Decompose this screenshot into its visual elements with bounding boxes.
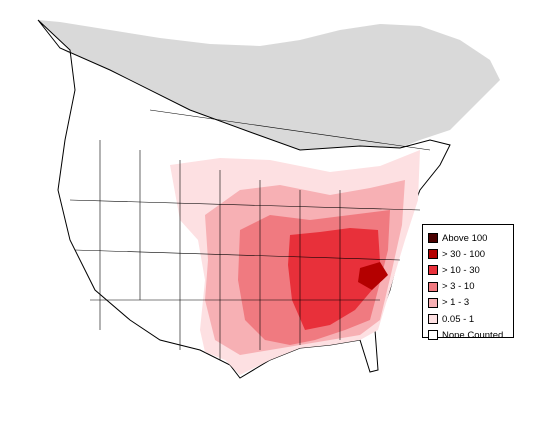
legend-label: > 10 - 30 [442, 264, 480, 276]
legend-swatch [428, 314, 438, 325]
range-hotspot [358, 262, 388, 290]
legend-swatch [428, 281, 438, 292]
state-boundaries [69, 109, 431, 360]
legend-label: Above 100 [442, 232, 488, 244]
legend-label: > 1 - 3 [442, 297, 470, 309]
legend-swatch [428, 297, 438, 308]
legend-row-1-3: > 1 - 3 [428, 295, 513, 311]
legend: Above 100 > 30 - 100 > 10 - 30 > 3 - 10 … [422, 224, 514, 341]
legend-row-above-100: Above 100 [428, 230, 513, 246]
legend-row-30-100: > 30 - 100 [428, 246, 513, 262]
legend-swatch [428, 265, 438, 276]
legend-label: None Counted [442, 329, 504, 341]
legend-row-none-counted: None Counted [428, 327, 513, 343]
legend-label: > 30 - 100 [442, 248, 486, 260]
legend-swatch [428, 233, 438, 244]
legend-swatch [428, 249, 438, 260]
northern-gray-region [38, 20, 500, 150]
range-dense [288, 228, 380, 330]
legend-row-0.05-1: 0.05 - 1 [428, 311, 513, 327]
legend-label: > 3 - 10 [442, 281, 475, 293]
legend-swatch [428, 330, 438, 341]
legend-row-10-30: > 10 - 30 [428, 262, 513, 278]
legend-label: 0.05 - 1 [442, 313, 475, 325]
legend-row-3-10: > 3 - 10 [428, 279, 513, 295]
